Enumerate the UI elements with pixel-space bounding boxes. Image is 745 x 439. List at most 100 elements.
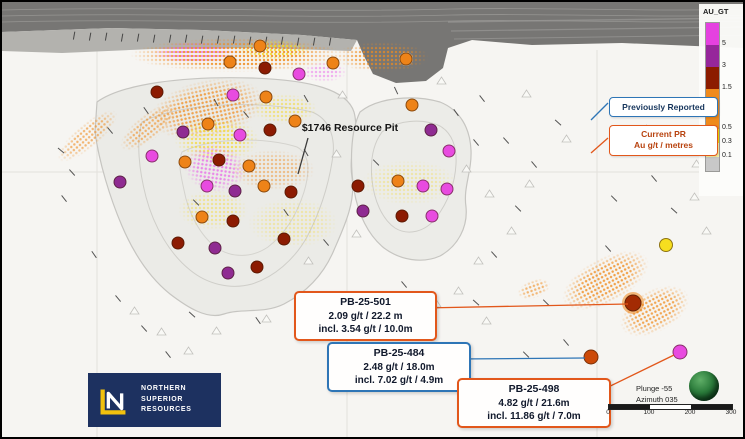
au-legend-segment [706,67,719,89]
au-legend-tick: 0.1 [722,152,732,159]
orientation-ball-icon [689,371,719,401]
leader-line [423,303,629,309]
structure-tick [312,37,316,46]
structure-tick [303,94,309,103]
au-legend-tick: 3 [722,62,726,69]
structure-tick [303,148,309,157]
structure-tick [200,35,204,44]
mesh-triangle [473,256,484,265]
structure-tick [248,36,252,45]
drillhole-intercept-dot [258,61,272,75]
leader-line [297,137,309,175]
structure-tick [328,37,332,46]
surface-band [2,2,743,83]
mesh-triangle [156,327,167,336]
scale-bar-segment [650,405,691,409]
structure-tick [490,251,498,258]
structure-tick [72,31,76,40]
azimuth-label: Azimuth 035 [636,395,678,405]
structure-tick [502,137,510,144]
grade-point-cloud [145,68,270,150]
drillhole-intercept-dot [212,153,226,167]
structure-tick [136,33,140,42]
drillhole-intercept-dot [391,174,405,188]
scale-bar-segment [609,405,650,409]
scale-bar-labels: 0 100 200 300 [600,409,740,419]
grade-point-cloud [334,42,429,72]
au-legend-title: AU_GT [703,7,729,16]
drillhole-intercept-dot [624,294,642,312]
company-logo-text: NORTHERN SUPERIOR RESOURCES [141,384,192,416]
drillhole-intercept-dot [113,175,127,189]
drillhole-intercept-dot [223,55,237,69]
drillhole-intercept-dot [442,144,456,158]
drillhole-intercept-dot [233,128,247,142]
mesh-triangle [689,192,700,201]
structure-tick [610,195,618,202]
grade-point-cloud [611,274,698,348]
structure-tick [192,199,200,206]
scale-bar-segments [608,404,733,410]
legend-current-pr: Current PR Au g/t / metres [609,125,718,156]
structure-tick [188,311,196,318]
mesh-triangle [211,326,222,335]
drillhole-intercept-dot [425,209,439,223]
grade-point-cloud [178,190,248,230]
mesh-triangle [261,314,272,323]
drillhole-intercept-dot [208,241,222,255]
grade-point-cloud [130,38,345,72]
drillhole-intercept-dot [284,185,298,199]
previously-reported-label: Previously Reported [622,102,705,112]
structure-tick [88,32,92,41]
structure-tick [530,161,538,169]
plunge-label: Plunge -55 [636,384,673,393]
structure-tick [604,245,612,252]
drillhole-intercept-dot [195,210,209,224]
drillhole-intercept-dot [326,56,340,70]
drillhole-intercept-dot [250,260,264,274]
drillhole-intercept-dot [176,125,190,139]
drillhole-intercept-dot [440,182,454,196]
au-legend-segment [706,23,719,45]
scale-bar-label: 300 [725,409,737,416]
mesh-triangle [506,226,517,235]
drillhole-intercept-dot [263,123,277,137]
mesh-triangle [303,256,314,265]
drillhole-intercept-dot [257,179,271,193]
structure-tick [114,295,122,303]
structure-tick [143,106,149,115]
drillhole-intercept-dot [659,238,673,252]
drillhole-id: PB-25-498 [508,383,560,395]
structure-tick [472,299,480,306]
grade-point-cloud [113,95,185,159]
legend-previously-reported: Previously Reported [609,97,718,117]
mesh-triangle [524,179,535,188]
structure-tick [168,34,172,43]
grade-point-cloud [514,274,554,304]
structure-tick [322,239,330,247]
drillhole-intercept-dot [351,179,365,193]
current-pr-units-label: Au g/t / metres [633,140,694,151]
drillhole-intercept-dot [200,179,214,193]
grade-point-cloud [174,117,259,162]
leader-line [457,357,586,360]
drillhole-intercept-dot [405,98,419,112]
drillhole-intercept-dot [178,155,192,169]
structure-tick [152,34,156,43]
view-orientation-info: Plunge -55 Azimuth 035 [636,383,678,406]
structure-tick [522,351,530,358]
logo-line: RESOURCES [141,406,192,414]
drillhole-id: PB-25-484 [373,347,425,359]
logo-line: SUPERIOR [141,395,184,403]
mesh-triangle [484,189,495,198]
mesh-triangle [351,229,362,238]
structure-tick [393,86,399,95]
scale-bar-label: 0 [606,409,610,416]
drillhole-included-interval: incl. 7.02 g/t / 4.9m [354,374,444,386]
callout-pb-25-501: PB-25-501 2.09 g/t / 22.2 m incl. 3.54 g… [294,291,437,341]
mesh-triangle [561,134,572,143]
au-legend-segment [706,157,719,171]
callout-pb-25-498: PB-25-498 4.82 g/t / 21.6m incl. 11.86 g… [457,378,611,428]
pit-outlines [94,77,472,316]
drillhole-grade: 4.82 g/t / 21.6m [498,397,570,409]
